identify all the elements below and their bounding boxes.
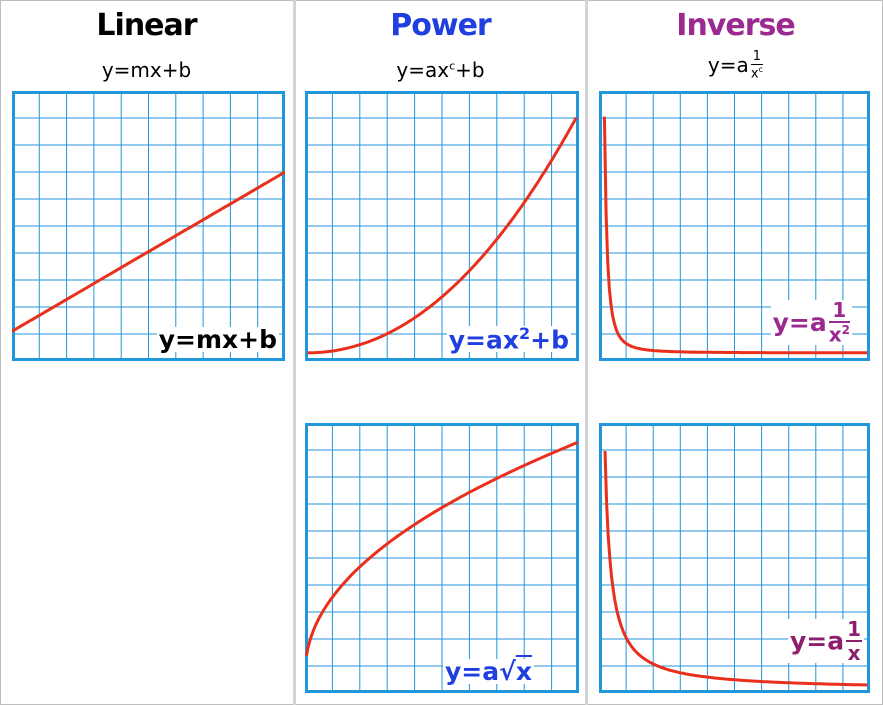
linear-graph xyxy=(12,91,285,361)
inverse-x-equation-denominator: x xyxy=(847,641,861,665)
column-divider-1 xyxy=(293,0,296,705)
power-sqrt-curve xyxy=(305,441,579,657)
linear-panel: y=mx+b xyxy=(12,91,285,361)
inverse-formula: y=a 1 xc xyxy=(588,50,883,80)
power-sqrt-equation: y=a√x xyxy=(443,659,534,684)
inverse-formula-fraction: 1 xc xyxy=(750,49,764,82)
power-sqrt-equation-base: y=a xyxy=(445,657,500,686)
column-divider-2 xyxy=(585,0,588,705)
inverse-square-equation-denominator-base: x xyxy=(828,323,842,347)
inverse-x-equation-numerator: 1 xyxy=(846,617,862,642)
inverse-title: Inverse xyxy=(676,8,795,43)
power-square-graph xyxy=(305,91,579,361)
power-square-equation: y=ax2+b xyxy=(446,323,571,354)
inverse-square-equation-denominator: x2 xyxy=(829,323,850,345)
inverse-formula-denominator-exponent: c xyxy=(758,65,763,74)
linear-formula: y=mx+b xyxy=(101,58,192,82)
power-square-panel: y=ax2+b xyxy=(305,91,579,361)
power-square-curve xyxy=(307,116,578,355)
inverse-square-equation-fraction: 1 x2 xyxy=(828,300,850,345)
inverse-x-curve xyxy=(603,450,868,687)
inverse-square-equation-numerator: 1 xyxy=(828,300,850,324)
linear-equation: y=mx+b xyxy=(156,325,279,354)
power-sqrt-root-sign: √ xyxy=(499,657,516,686)
power-sqrt-panel: y=a√x xyxy=(305,423,579,693)
power-formula-base: y=ax xyxy=(396,58,450,82)
power-title: Power xyxy=(390,8,491,43)
inverse-formula-numerator: 1 xyxy=(750,49,764,65)
power-square-equation-base: y=ax xyxy=(448,325,520,354)
linear-title: Linear xyxy=(96,8,197,43)
power-square-equation-exponent: 2 xyxy=(519,323,531,343)
linear-grid-border xyxy=(12,91,285,361)
inverse-square-equation-denominator-exponent: 2 xyxy=(841,323,850,338)
power-sqrt-grid-border xyxy=(305,423,579,693)
inverse-square-panel: y=a 1 x2 xyxy=(599,91,870,361)
inverse-square-equation: y=a 1 x2 xyxy=(770,300,852,345)
power-formula-exponent: c xyxy=(449,59,456,73)
power-sqrt-graph xyxy=(305,423,579,693)
inverse-x-grid-border xyxy=(599,423,870,693)
inverse-formula-denominator: xc xyxy=(750,65,763,82)
inverse-x-graph xyxy=(599,423,870,693)
inverse-formula-base: y=a xyxy=(707,53,749,78)
power-formula: y=axc+b xyxy=(296,58,585,82)
power-formula-tail: +b xyxy=(455,58,485,82)
inverse-formula-denominator-base: x xyxy=(750,66,759,82)
power-square-equation-tail: +b xyxy=(530,325,569,354)
inverse-square-curve xyxy=(602,116,868,355)
inverse-x-equation-base: y=a xyxy=(789,626,845,656)
inverse-x-panel: y=a 1 x xyxy=(599,423,870,693)
inverse-square-equation-base: y=a xyxy=(772,308,827,338)
inverse-square-grid-border xyxy=(599,91,870,361)
power-square-grid-border xyxy=(305,91,579,361)
inverse-x-equation: y=a 1 x xyxy=(787,619,864,663)
linear-curve xyxy=(12,170,285,333)
power-sqrt-radicand: x xyxy=(515,657,532,686)
